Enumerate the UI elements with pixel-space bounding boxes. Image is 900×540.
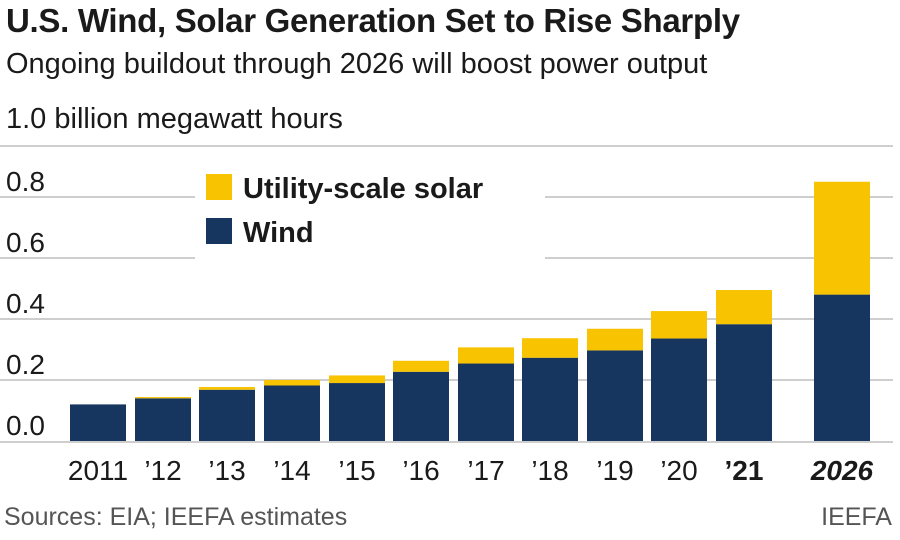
y-tick-label: 0.2 xyxy=(6,349,45,380)
solar-bar xyxy=(329,375,385,384)
y-tick-label: 0.0 xyxy=(6,410,45,441)
solar-bar xyxy=(458,347,514,364)
wind-bar xyxy=(264,385,320,441)
wind-bar xyxy=(329,383,385,441)
x-tick-label: ’15 xyxy=(338,455,375,486)
solar-bar xyxy=(651,311,707,339)
y-tick-label: 0.6 xyxy=(6,227,45,258)
x-tick-label: ’21 xyxy=(725,455,764,486)
wind-bar xyxy=(458,363,514,441)
x-tick-label: ’16 xyxy=(402,455,439,486)
y-tick-label: 0.4 xyxy=(6,288,45,319)
wind-bar xyxy=(522,357,578,441)
wind-bar xyxy=(135,398,191,441)
unit-label: 1.0 billion megawatt hours xyxy=(6,103,343,135)
wind-bar xyxy=(651,338,707,441)
y-tick-label: 0.8 xyxy=(6,166,45,197)
solar-bar xyxy=(135,397,191,399)
credit-label: IEEFA xyxy=(821,503,892,531)
source-note: Sources: EIA; IEEFA estimates xyxy=(4,503,348,531)
solar-bar xyxy=(522,338,578,358)
legend-swatch-solar xyxy=(206,174,232,200)
wind-bar xyxy=(393,371,449,441)
x-tick-label: 2011 xyxy=(68,455,128,486)
legend-swatch-wind xyxy=(206,218,232,244)
solar-bar xyxy=(716,290,772,325)
wind-bar xyxy=(814,294,870,441)
legend-label-solar: Utility-scale solar xyxy=(243,173,483,205)
x-tick-label: ’12 xyxy=(144,455,181,486)
solar-bar xyxy=(814,181,870,295)
chart-subtitle: Ongoing buildout through 2026 will boost… xyxy=(6,48,708,80)
legend-label-wind: Wind xyxy=(243,217,314,249)
x-tick-label: ’14 xyxy=(273,455,310,486)
x-tick-label: ’19 xyxy=(596,455,633,486)
wind-bar xyxy=(199,389,255,441)
x-tick-label: 2026 xyxy=(810,455,874,486)
wind-bar xyxy=(70,404,126,441)
solar-bar xyxy=(264,380,320,386)
wind-bar xyxy=(716,324,772,441)
x-tick-label: ’17 xyxy=(467,455,504,486)
solar-bar xyxy=(587,328,643,351)
solar-bar xyxy=(393,360,449,372)
chart-title: U.S. Wind, Solar Generation Set to Rise … xyxy=(6,2,740,39)
x-tick-label: ’13 xyxy=(208,455,245,486)
x-tick-label: ’18 xyxy=(531,455,568,486)
wind-bar xyxy=(587,350,643,441)
solar-bar xyxy=(199,387,255,390)
x-tick-label: ’20 xyxy=(660,455,697,486)
